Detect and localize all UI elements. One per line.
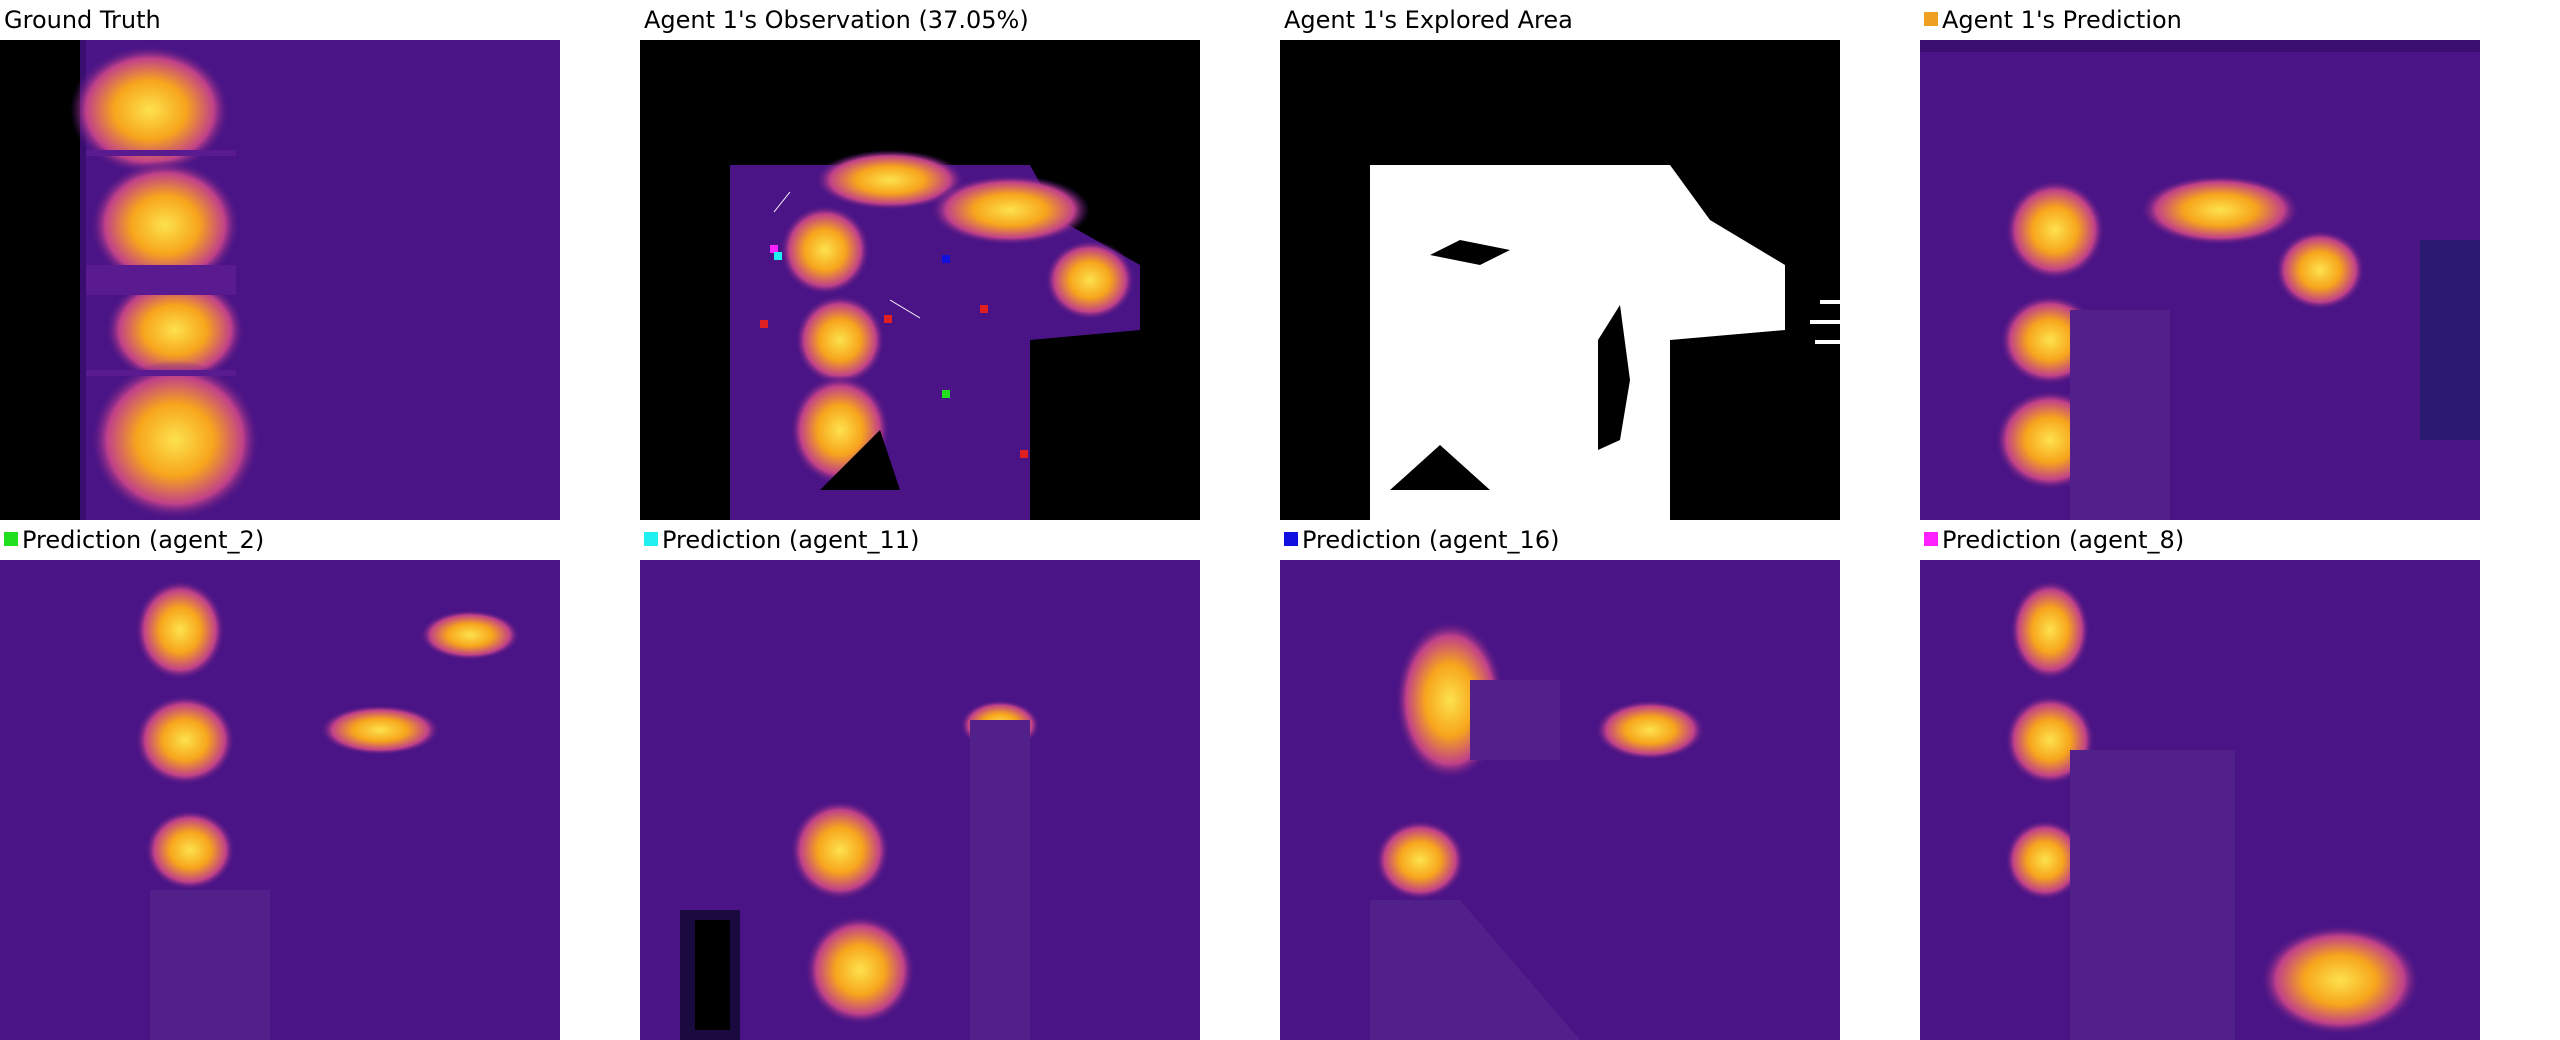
legend-swatch-agent1 bbox=[1924, 12, 1938, 26]
panel-title-agent11: Prediction (agent_11) bbox=[644, 520, 919, 560]
panel-title-observation: Agent 1's Observation (37.05%) bbox=[644, 6, 1029, 34]
agent11-prediction-map bbox=[640, 560, 1200, 1040]
legend-swatch-agent16 bbox=[1284, 532, 1298, 546]
panel-title-ground-truth: Ground Truth bbox=[4, 6, 161, 34]
legend-swatch-agent11 bbox=[644, 532, 658, 546]
agent1-prediction-map bbox=[1920, 40, 2480, 520]
ground-truth-map bbox=[0, 40, 560, 520]
agent16-prediction-map bbox=[1280, 560, 1840, 1040]
agent8-prediction-map bbox=[1920, 560, 2480, 1040]
legend-swatch-agent8 bbox=[1924, 532, 1938, 546]
panel-title-agent16: Prediction (agent_16) bbox=[1284, 520, 1559, 560]
panel-title-agent1-prediction: Agent 1's Prediction bbox=[1924, 0, 2182, 40]
agent2-prediction-map bbox=[0, 560, 560, 1040]
panel-title-explored-area: Agent 1's Explored Area bbox=[1284, 6, 1573, 34]
legend-swatch-agent2 bbox=[4, 532, 18, 546]
panel-title-agent8: Prediction (agent_8) bbox=[1924, 520, 2184, 560]
agent1-observation-map bbox=[640, 40, 1200, 520]
agent-markers bbox=[760, 191, 1028, 458]
agent1-explored-area-map bbox=[1280, 40, 1840, 520]
panel-title-agent2: Prediction (agent_2) bbox=[4, 520, 264, 560]
